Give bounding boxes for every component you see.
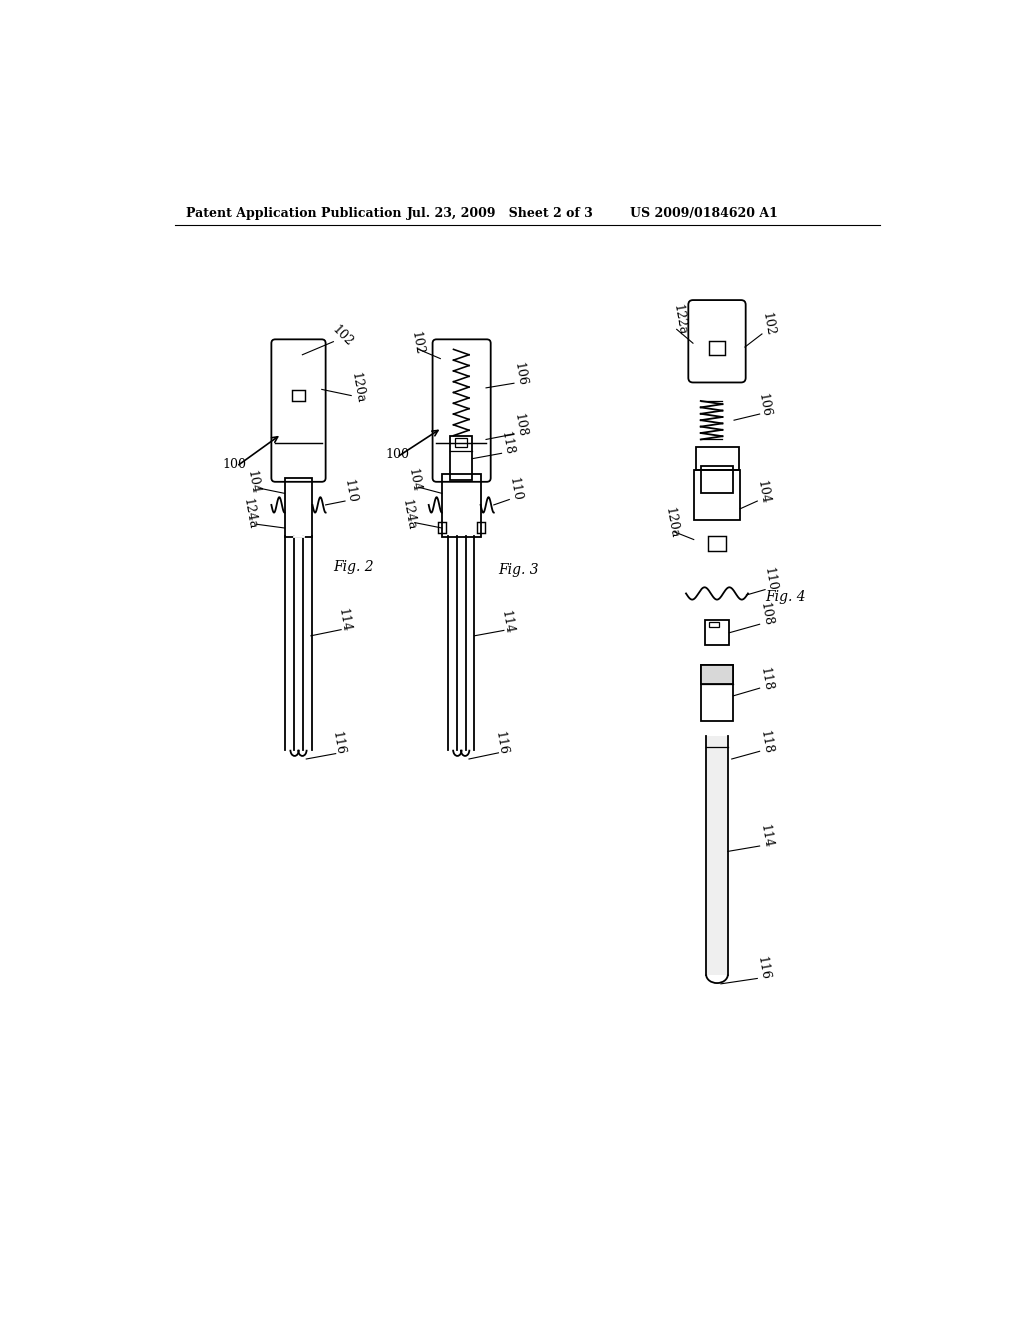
Bar: [455, 438, 467, 447]
Text: 100: 100: [222, 458, 247, 471]
Text: 100: 100: [385, 447, 410, 461]
Bar: [710, 622, 719, 627]
Text: 118: 118: [758, 667, 774, 692]
Text: 114: 114: [499, 609, 515, 635]
Text: Patent Application Publication: Patent Application Publication: [186, 207, 401, 220]
Text: 102: 102: [409, 330, 426, 356]
Text: 102: 102: [760, 312, 776, 337]
Text: 108: 108: [758, 602, 774, 627]
Bar: [442, 474, 480, 537]
Text: 108: 108: [512, 412, 528, 438]
Text: 114: 114: [336, 607, 352, 634]
Bar: [693, 470, 740, 520]
Bar: [451, 436, 472, 480]
Text: 114: 114: [758, 824, 774, 849]
Bar: [700, 665, 733, 721]
Text: 120a: 120a: [349, 371, 368, 404]
Text: 104: 104: [245, 469, 261, 495]
Text: 118: 118: [499, 430, 515, 457]
Text: 116: 116: [493, 731, 509, 756]
Text: US 2009/0184620 A1: US 2009/0184620 A1: [630, 207, 778, 220]
Text: 110: 110: [342, 478, 358, 504]
Text: 102: 102: [330, 322, 355, 348]
Bar: [477, 521, 484, 533]
Text: 104: 104: [406, 467, 423, 494]
Text: 118: 118: [758, 729, 774, 755]
Bar: [707, 737, 727, 974]
Text: 124a: 124a: [399, 499, 418, 532]
Bar: [710, 341, 725, 355]
Bar: [705, 620, 729, 645]
Text: 116: 116: [330, 731, 346, 756]
Text: 110: 110: [762, 566, 779, 593]
Text: 110: 110: [506, 477, 523, 503]
Bar: [700, 665, 733, 684]
Bar: [292, 391, 305, 401]
Text: 122a: 122a: [671, 304, 689, 337]
Text: 106: 106: [756, 392, 773, 417]
Text: 124a: 124a: [241, 498, 259, 531]
Text: 104: 104: [755, 479, 772, 504]
Text: 120a: 120a: [663, 506, 681, 539]
Bar: [285, 478, 312, 537]
Bar: [438, 521, 445, 533]
Text: 116: 116: [755, 956, 772, 981]
Text: Jul. 23, 2009   Sheet 2 of 3: Jul. 23, 2009 Sheet 2 of 3: [407, 207, 594, 220]
Text: Fig. 3: Fig. 3: [499, 564, 539, 577]
Text: Fig. 2: Fig. 2: [334, 560, 374, 573]
Bar: [700, 466, 733, 494]
Text: 106: 106: [512, 362, 528, 387]
Bar: [708, 536, 726, 552]
Text: Fig. 4: Fig. 4: [765, 590, 806, 605]
Bar: [696, 447, 738, 470]
